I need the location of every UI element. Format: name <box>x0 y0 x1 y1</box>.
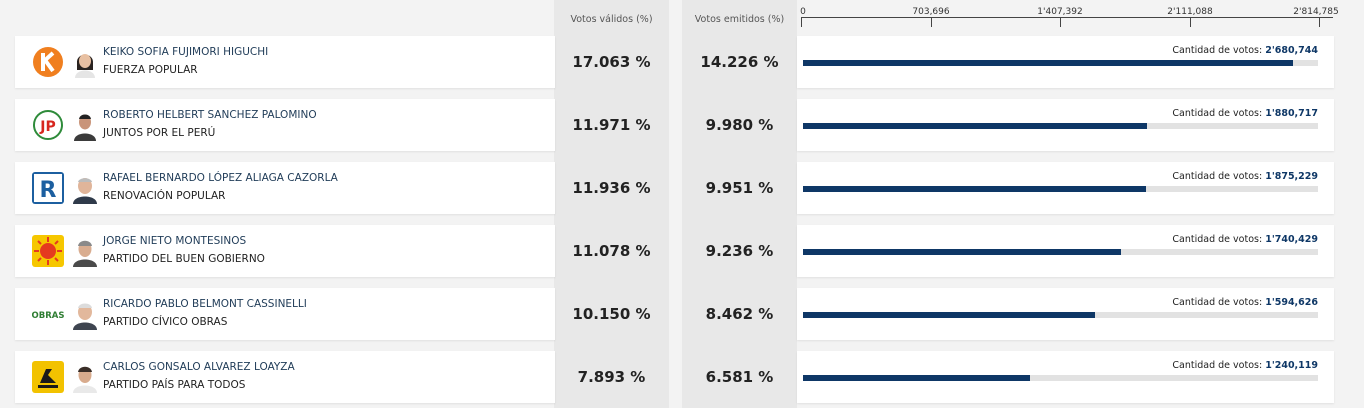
vote-count-label: Cantidad de votos: 1'740,429 <box>1172 234 1318 245</box>
candidate-row[interactable]: KEIKO SOFIA FUJIMORI HIGUCHI FUERZA POPU… <box>15 36 1334 88</box>
axis-tick-label: 1'407,392 <box>1037 7 1083 17</box>
candidate-row[interactable]: JORGE NIETO MONTESINOS PARTIDO DEL BUEN … <box>15 225 1334 277</box>
candidate-photo-icon <box>70 172 100 204</box>
axis-tick-label: 2'111,088 <box>1167 7 1213 17</box>
axis-line <box>801 17 1333 18</box>
party-name: PARTIDO DEL BUEN GOBIERNO <box>103 253 265 265</box>
candidate-info-cell <box>15 99 555 151</box>
candidate-info-cell <box>15 351 555 403</box>
header-emitted-votes: Votos emitidos (%) <box>682 7 797 31</box>
emitted-votes-percent: 6.581 % <box>705 368 774 386</box>
valid-votes-percent: 17.063 % <box>572 53 651 71</box>
candidate-row[interactable]: JP ROBERTO HELBERT SANCHEZ PALOMINO JUNT… <box>15 99 1334 151</box>
candidate-row[interactable]: R RAFAEL BERNARDO LÓPEZ ALIAGA CAZORLA R… <box>15 162 1334 214</box>
vote-count-label: Cantidad de votos: 1'875,229 <box>1172 171 1318 182</box>
vote-bar <box>803 186 1146 192</box>
obras-logo-icon: OBRAS <box>32 298 64 330</box>
valid-column-band <box>554 0 669 408</box>
candidate-name: JORGE NIETO MONTESINOS <box>103 235 247 247</box>
candidate-row[interactable]: OBRAS RICARDO PABLO BELMONT CASSINELLI P… <box>15 288 1334 340</box>
candidate-row[interactable]: CARLOS GONSALO ALVAREZ LOAYZA PARTIDO PA… <box>15 351 1334 403</box>
vote-bar-track <box>803 249 1318 255</box>
vote-bar <box>803 312 1095 318</box>
candidate-photo-icon <box>70 235 100 267</box>
axis-tick <box>1060 17 1061 27</box>
vote-bar-track <box>803 312 1318 318</box>
candidate-info-cell <box>15 225 555 277</box>
axis-tick <box>931 17 932 27</box>
candidate-name: KEIKO SOFIA FUJIMORI HIGUCHI <box>103 46 269 58</box>
candidate-photo-icon <box>70 109 100 141</box>
candidate-name: RICARDO PABLO BELMONT CASSINELLI <box>103 298 307 310</box>
vote-bar <box>803 123 1147 129</box>
emitted-votes-percent: 9.951 % <box>705 179 774 197</box>
header-valid-votes: Votos válidos (%) <box>554 7 669 31</box>
emitted-votes-percent: 8.462 % <box>705 305 774 323</box>
candidate-photo-icon <box>70 298 100 330</box>
party-name: RENOVACIÓN POPULAR <box>103 190 226 202</box>
vote-count-label: Cantidad de votos: 1'240,119 <box>1172 360 1318 371</box>
candidate-photo-icon <box>70 361 100 393</box>
juntos-por-el-peru-logo-icon: JP <box>33 110 63 140</box>
axis-tick-label: 2'814,785 <box>1293 7 1339 17</box>
emitted-votes-percent: 9.236 % <box>705 242 774 260</box>
valid-votes-percent: 10.150 % <box>572 305 651 323</box>
candidate-photo-icon <box>70 46 100 78</box>
candidate-info-cell <box>15 36 555 88</box>
vote-bar <box>803 249 1121 255</box>
axis-tick-label: 703,696 <box>912 7 950 17</box>
candidate-info-cell <box>15 162 555 214</box>
vote-bar-track <box>803 375 1318 381</box>
vote-bar <box>803 375 1030 381</box>
vote-count-label: Cantidad de votos: 2'680,744 <box>1172 45 1318 56</box>
valid-votes-percent: 7.893 % <box>577 368 646 386</box>
votes-axis: 0 703,696 1'407,392 2'111,088 2'814,785 <box>800 0 1339 34</box>
party-name: PARTIDO CÍVICO OBRAS <box>103 316 228 328</box>
pais-para-todos-logo-icon <box>32 361 64 393</box>
vote-count-label: Cantidad de votos: 1'594,626 <box>1172 297 1318 308</box>
svg-text:JP: JP <box>39 119 55 135</box>
buen-gobierno-sun-logo-icon <box>32 235 64 267</box>
renovacion-popular-logo-icon: R <box>32 172 64 204</box>
axis-tick <box>1319 17 1320 27</box>
axis-tick <box>1190 17 1191 27</box>
party-name: FUERZA POPULAR <box>103 64 198 76</box>
candidate-name: CARLOS GONSALO ALVAREZ LOAYZA <box>103 361 295 373</box>
fuerza-popular-logo-icon <box>33 47 63 77</box>
vote-bar-track <box>803 123 1318 129</box>
candidate-name: RAFAEL BERNARDO LÓPEZ ALIAGA CAZORLA <box>103 172 338 184</box>
valid-votes-percent: 11.936 % <box>572 179 651 197</box>
vote-bar <box>803 60 1293 66</box>
svg-text:R: R <box>40 178 57 203</box>
emitted-column-band <box>682 0 797 408</box>
axis-tick <box>801 17 802 27</box>
emitted-votes-percent: 9.980 % <box>705 116 774 134</box>
valid-votes-percent: 11.971 % <box>572 116 651 134</box>
party-name: PARTIDO PAÍS PARA TODOS <box>103 379 246 391</box>
emitted-votes-percent: 14.226 % <box>700 53 779 71</box>
party-name: JUNTOS POR EL PERÚ <box>103 127 216 139</box>
vote-count-label: Cantidad de votos: 1'880,717 <box>1172 108 1318 119</box>
axis-tick-label: 0 <box>800 7 806 17</box>
vote-bar-track <box>803 60 1318 66</box>
candidate-name: ROBERTO HELBERT SANCHEZ PALOMINO <box>103 109 317 121</box>
valid-votes-percent: 11.078 % <box>572 242 651 260</box>
candidate-info-cell <box>15 288 555 340</box>
svg-text:OBRAS: OBRAS <box>32 311 64 321</box>
vote-bar-track <box>803 186 1318 192</box>
